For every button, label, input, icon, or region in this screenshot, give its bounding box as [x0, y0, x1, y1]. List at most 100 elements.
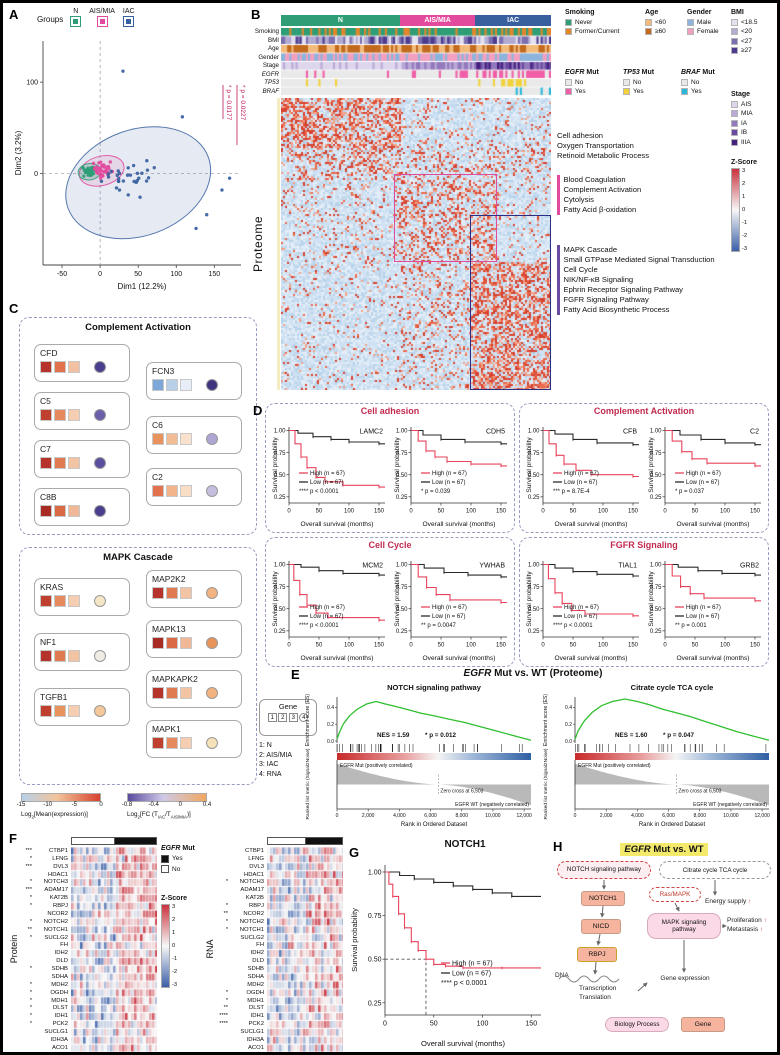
gene-legend-dot: 4 [299, 713, 309, 722]
legend-title-gene: BRAF [681, 69, 701, 76]
expression-cell [180, 587, 192, 599]
legend-title: Smoking [565, 9, 595, 16]
legend-item: No [681, 78, 715, 86]
pvalue: *** p = 8.7E-4 [553, 489, 590, 495]
significance-stars: * [225, 989, 228, 996]
gene-name: MDH1 [247, 997, 264, 1004]
significance-stars: * [225, 997, 228, 1004]
legend-item: No [161, 865, 195, 873]
pvalue: **** p < 0.0001 [299, 623, 339, 629]
gene-name: SUCLG1 [44, 1029, 68, 1036]
gene-row: * MDH1 [19, 997, 68, 1005]
pos-correlated-label: EGFR Mut (positively correlated) [340, 763, 413, 769]
gene-card: MAPKAPK2 [146, 670, 242, 708]
legend-low: Low (n = 67) [432, 614, 466, 620]
gene-row: ACO1 [215, 1044, 264, 1052]
x-tick: 50 [316, 509, 323, 515]
x-tick: 150 [525, 1021, 537, 1028]
gene-name: NCOR2 [243, 910, 264, 917]
proteome-axis-label: Proteome [251, 215, 265, 273]
y-tick: 0.75 [528, 585, 540, 591]
gene-legend-cell: 2 [278, 713, 288, 722]
gene-row: SDHB [215, 965, 264, 973]
gene-row: DLD [19, 957, 68, 965]
group-marker-fill [99, 19, 105, 24]
gene-row: * MDH1 [215, 997, 264, 1005]
expression-cell [68, 650, 80, 662]
sample-point [106, 175, 111, 179]
legend-block: Stage AIS MIA IA IB IIIA [731, 91, 753, 146]
ranked-metric-area [337, 763, 531, 806]
es-axis-label: Enrichment score (ES) [543, 694, 549, 746]
legend-swatch [645, 18, 652, 26]
expression-cell [152, 379, 164, 391]
significance-stars: * [29, 934, 32, 941]
legend-item: Yes [623, 88, 654, 95]
expression-cell [180, 433, 192, 445]
gene-row: ADAM17 [215, 886, 264, 894]
gene-card: KRAS [34, 578, 130, 616]
x-tick: 8,000 [455, 813, 468, 819]
gene-row: * NOTCH2 [19, 918, 68, 926]
gene-name: MAPKAPK2 [152, 674, 198, 684]
x-axis-label: Overall survival (months) [301, 521, 374, 528]
rna-fc-dot [94, 505, 106, 517]
annotation-row-label: BRAF [249, 88, 279, 97]
x-tick: 150 [374, 509, 385, 515]
sample-point [145, 168, 150, 172]
egfr-mut-half [114, 838, 156, 844]
gene-row: * DLST [19, 1005, 68, 1013]
label-part: [Mean(expression)] [33, 811, 88, 818]
legend-label: AIS [741, 100, 752, 108]
gene-name: OGDH [50, 989, 68, 996]
proteome-heatmap [281, 98, 551, 390]
zscore-tick: 1 [742, 194, 746, 200]
zscore-tick: 3 [172, 904, 176, 910]
gene-label: C2 [750, 429, 759, 436]
significance-stars: * [29, 966, 32, 973]
gene-strip [152, 485, 236, 497]
legend-swatch [623, 88, 630, 95]
rna-fc-dot [94, 457, 106, 469]
gene-strip [40, 650, 124, 662]
group-segment: IAC [475, 15, 551, 26]
legend-swatch [731, 110, 738, 117]
pvalue: ** p = 0.001 [675, 623, 707, 629]
km-plot-grb2: 0 50 100 150 1.00 0.75 0.50 0.25 Overall surviva… [648, 561, 761, 662]
gene-label: MCM2 [362, 563, 383, 570]
pathway-group: Blood Coagulation Complement Activation Cy… [557, 175, 641, 215]
gene-row: * OGDH [19, 989, 68, 997]
ras-mapk-node: Ras/MAPK [649, 887, 701, 902]
sample-point [145, 159, 149, 163]
title-rest: Mut vs. WT [650, 844, 704, 855]
scale-tick: -15 [16, 802, 26, 808]
legend-swatch [161, 865, 169, 873]
y-tick: 0.25 [650, 629, 662, 635]
expression-cell [152, 587, 164, 599]
pvalue: * p = 0.039 [421, 489, 451, 495]
pathway-item: Fatty Acid β-oxidation [563, 205, 637, 214]
y-tick: 0.75 [650, 451, 662, 457]
gene-name: SUCLG2 [44, 934, 68, 941]
km-group-title: FGFR Signaling [610, 540, 678, 550]
gene-row: HDAC1 [19, 871, 68, 879]
zscore-tick: -3 [172, 982, 178, 988]
scale-label: Log2[FC (TIAC/TAIS/MIA)] [127, 811, 219, 819]
group-label: IAC [122, 8, 135, 15]
legend-label: IIIA [741, 138, 751, 146]
annotation-row-label: Age [267, 45, 279, 52]
gene-rows: CTBP1 LFNG DVL3 HDAC1 * NOTCH3 ADAM17 KAT2B * RBP… [215, 847, 264, 1052]
gene-expression-text: Gene expression [660, 975, 710, 982]
gene-row-label: BRAF [262, 87, 279, 95]
y-tick: 0.25 [368, 1000, 382, 1007]
scale-tick: -0.8 [121, 802, 133, 808]
expression-cell [166, 737, 178, 749]
panel-b-label: B [251, 7, 261, 22]
legend-low: Low (n = 67) [310, 614, 344, 620]
gene-row: *** ADAM17 [19, 886, 68, 894]
y-axis-label: Survival probability [394, 437, 401, 493]
zscore-tick: 0 [742, 207, 746, 213]
panel-a-label: A [9, 7, 19, 22]
x-axis-label: Overall survival (months) [301, 655, 374, 662]
expression-cell [152, 637, 164, 649]
